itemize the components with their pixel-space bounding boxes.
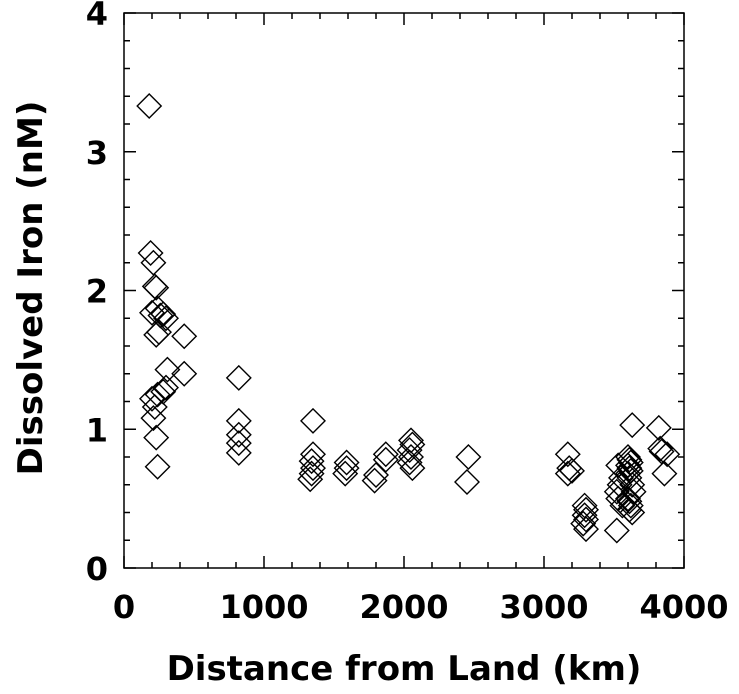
data-point — [225, 430, 252, 457]
plot-border — [123, 12, 685, 569]
data-point — [372, 441, 399, 468]
data-point — [396, 449, 423, 476]
data-point — [573, 496, 599, 523]
data-point — [146, 319, 172, 346]
data-point — [300, 441, 326, 468]
data-point — [570, 510, 597, 537]
data-point — [153, 374, 179, 401]
data-point — [300, 455, 326, 482]
data-point — [620, 478, 647, 505]
data-point — [143, 424, 170, 451]
plot-frame — [123, 12, 685, 569]
data-point — [225, 421, 252, 448]
axis-ticks — [123, 12, 685, 569]
data-point — [136, 92, 163, 119]
data-point — [615, 485, 641, 512]
data-point — [171, 323, 198, 350]
data-point — [554, 441, 581, 468]
data-point — [455, 444, 482, 470]
data-point — [144, 453, 171, 480]
data-point — [300, 407, 326, 434]
y-tick-label: 3 — [86, 134, 108, 172]
data-point — [571, 502, 598, 529]
y-axis-label: Dissolved Iron (nM) — [11, 101, 51, 476]
data-point — [399, 455, 426, 482]
data-point — [171, 360, 198, 387]
data-point — [645, 414, 672, 441]
data-point — [144, 381, 171, 408]
data-point — [554, 460, 581, 487]
data-point — [153, 305, 179, 332]
data-point — [654, 441, 681, 468]
data-point — [616, 446, 643, 473]
data-point — [372, 446, 399, 473]
data-point — [619, 412, 646, 439]
data-point — [332, 460, 359, 487]
data-point — [225, 407, 252, 434]
x-tick-label: 2000 — [359, 588, 448, 626]
y-tick-label: 1 — [86, 411, 108, 449]
data-point — [648, 438, 675, 465]
data-point — [619, 499, 646, 526]
x-tick-labels: 0 1000 2000 3000 4000 — [113, 588, 729, 626]
y-tick-label: 2 — [86, 273, 108, 311]
data-point — [619, 471, 646, 498]
x-tick-label: 0 — [113, 588, 135, 626]
data-point — [143, 274, 170, 301]
data-point — [454, 468, 480, 495]
y-tick-labels: 0 1 2 3 4 — [86, 0, 108, 588]
data-point — [616, 455, 643, 482]
data-point — [150, 301, 177, 328]
x-tick-label: 1000 — [219, 588, 308, 626]
data-point — [225, 364, 252, 391]
data-point — [154, 356, 181, 383]
data-point — [573, 506, 599, 533]
data-point — [617, 492, 644, 519]
data-point — [647, 435, 674, 462]
data-point — [333, 455, 360, 482]
y-tick-label: 4 — [86, 0, 108, 33]
data-point — [298, 448, 325, 475]
data-point — [573, 516, 599, 543]
x-tick-label: 4000 — [639, 588, 728, 626]
data-point — [363, 462, 389, 489]
data-markers — [136, 92, 681, 544]
data-point — [333, 449, 360, 476]
data-point — [361, 467, 388, 494]
data-point — [603, 517, 630, 544]
data-point — [137, 240, 164, 267]
x-tick-label: 3000 — [499, 588, 588, 626]
data-point — [298, 460, 325, 487]
data-point — [297, 466, 324, 493]
data-point — [225, 439, 252, 466]
data-point — [615, 444, 641, 470]
data-point — [139, 385, 165, 412]
data-point — [150, 378, 177, 405]
x-axis-label: Distance from Land (km) — [167, 649, 642, 689]
data-point — [140, 405, 167, 432]
data-point — [651, 460, 678, 487]
y-tick-label: 0 — [86, 550, 108, 588]
data-point — [396, 437, 423, 464]
data-point — [559, 457, 585, 484]
data-point — [398, 444, 424, 470]
data-point — [139, 299, 165, 326]
data-point — [616, 488, 643, 515]
